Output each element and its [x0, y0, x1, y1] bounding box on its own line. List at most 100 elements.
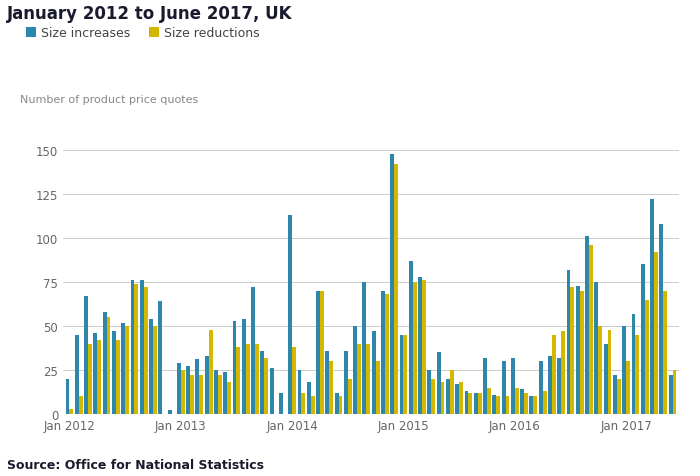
Bar: [576, 286, 580, 414]
Bar: [190, 376, 194, 414]
Bar: [673, 370, 676, 414]
Bar: [598, 327, 602, 414]
Bar: [409, 261, 413, 414]
Bar: [400, 335, 403, 414]
Bar: [608, 330, 612, 414]
Bar: [557, 358, 561, 414]
Bar: [640, 265, 645, 414]
Bar: [566, 270, 570, 414]
Bar: [626, 361, 630, 414]
Bar: [223, 372, 228, 414]
Bar: [552, 335, 556, 414]
Bar: [134, 284, 139, 414]
Bar: [585, 237, 589, 414]
Bar: [186, 367, 190, 414]
Bar: [158, 302, 162, 414]
Bar: [121, 323, 125, 414]
Bar: [103, 312, 106, 414]
Legend: Size increases, Size reductions: Size increases, Size reductions: [26, 27, 260, 40]
Bar: [514, 388, 519, 414]
Bar: [149, 319, 153, 414]
Bar: [372, 332, 376, 414]
Bar: [668, 376, 673, 414]
Bar: [465, 391, 468, 414]
Bar: [580, 291, 584, 414]
Bar: [144, 288, 148, 414]
Bar: [329, 361, 333, 414]
Bar: [520, 389, 524, 414]
Bar: [440, 383, 444, 414]
Bar: [335, 393, 339, 414]
Bar: [246, 344, 250, 414]
Bar: [505, 397, 510, 414]
Bar: [292, 347, 296, 414]
Bar: [431, 379, 435, 414]
Bar: [177, 363, 181, 414]
Bar: [167, 411, 172, 414]
Bar: [548, 356, 552, 414]
Bar: [502, 361, 505, 414]
Bar: [366, 344, 370, 414]
Bar: [116, 340, 120, 414]
Bar: [93, 333, 97, 414]
Text: January 2012 to June 2017, UK: January 2012 to June 2017, UK: [7, 5, 293, 23]
Bar: [320, 291, 324, 414]
Bar: [209, 330, 213, 414]
Bar: [302, 393, 305, 414]
Bar: [413, 282, 416, 414]
Bar: [66, 379, 69, 414]
Bar: [483, 358, 487, 414]
Bar: [446, 379, 450, 414]
Bar: [69, 409, 73, 414]
Bar: [316, 291, 320, 414]
Bar: [75, 335, 79, 414]
Bar: [631, 314, 636, 414]
Bar: [533, 397, 537, 414]
Bar: [381, 291, 385, 414]
Bar: [214, 370, 218, 414]
Bar: [594, 282, 598, 414]
Bar: [459, 383, 463, 414]
Bar: [385, 295, 389, 414]
Bar: [391, 154, 394, 414]
Bar: [524, 393, 528, 414]
Bar: [84, 297, 88, 414]
Bar: [376, 361, 379, 414]
Bar: [232, 321, 237, 414]
Bar: [357, 344, 361, 414]
Bar: [663, 291, 667, 414]
Bar: [428, 370, 431, 414]
Bar: [511, 358, 514, 414]
Bar: [403, 335, 407, 414]
Bar: [326, 351, 329, 414]
Bar: [645, 300, 649, 414]
Bar: [539, 361, 542, 414]
Bar: [228, 383, 231, 414]
Bar: [603, 344, 608, 414]
Bar: [279, 393, 283, 414]
Bar: [394, 165, 398, 414]
Bar: [363, 282, 366, 414]
Bar: [437, 353, 440, 414]
Bar: [88, 344, 92, 414]
Bar: [650, 200, 654, 414]
Bar: [106, 317, 111, 414]
Bar: [344, 351, 348, 414]
Bar: [251, 288, 255, 414]
Bar: [418, 277, 422, 414]
Bar: [617, 379, 621, 414]
Bar: [613, 376, 617, 414]
Bar: [311, 397, 314, 414]
Bar: [97, 340, 102, 414]
Bar: [450, 370, 454, 414]
Bar: [529, 397, 533, 414]
Bar: [195, 360, 199, 414]
Bar: [542, 391, 547, 414]
Bar: [422, 281, 426, 414]
Bar: [79, 397, 83, 414]
Bar: [199, 376, 203, 414]
Text: Source: Office for National Statistics: Source: Office for National Statistics: [7, 458, 264, 471]
Bar: [659, 225, 663, 414]
Bar: [570, 288, 575, 414]
Bar: [242, 319, 246, 414]
